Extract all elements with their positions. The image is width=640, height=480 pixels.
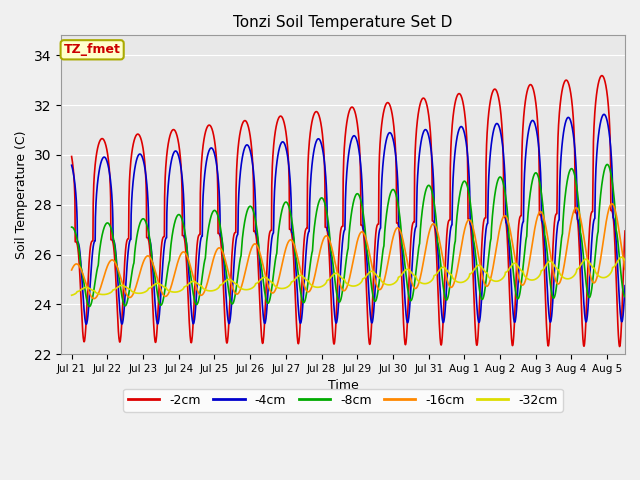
-2cm: [96, 138, 104, 144]
Line: -16cm: -16cm: [72, 204, 625, 299]
-2cm: [598, 73, 606, 79]
-4cm: [337, 261, 345, 266]
-32cm: [621, 258, 629, 264]
-16cm: [90, 296, 98, 301]
-16cm: [337, 284, 345, 290]
Line: -8cm: -8cm: [72, 165, 625, 306]
-4cm: [621, 283, 629, 288]
-8cm: [621, 294, 629, 300]
-8cm: [504, 211, 511, 217]
-16cm: [96, 286, 104, 292]
-32cm: [618, 254, 625, 260]
-8cm: [86, 303, 93, 309]
-16cm: [605, 205, 613, 211]
-16cm: [621, 266, 629, 272]
-32cm: [337, 274, 344, 280]
Y-axis label: Soil Temperature (C): Soil Temperature (C): [15, 131, 28, 259]
-2cm: [337, 228, 344, 233]
-8cm: [96, 244, 104, 250]
-2cm: [322, 225, 330, 230]
-2cm: [504, 237, 511, 242]
-16cm: [68, 267, 76, 273]
-32cm: [68, 292, 76, 298]
Title: Tonzi Soil Temperature Set D: Tonzi Soil Temperature Set D: [233, 15, 452, 30]
-4cm: [605, 132, 613, 138]
-16cm: [504, 217, 511, 223]
-2cm: [605, 111, 612, 117]
-8cm: [605, 164, 613, 170]
-2cm: [68, 154, 76, 159]
-4cm: [68, 162, 76, 168]
-8cm: [604, 162, 611, 168]
-8cm: [337, 296, 345, 302]
X-axis label: Time: Time: [328, 379, 358, 393]
-4cm: [600, 111, 608, 117]
-8cm: [605, 165, 613, 171]
Legend: -2cm, -4cm, -8cm, -16cm, -32cm: -2cm, -4cm, -8cm, -16cm, -32cm: [123, 389, 563, 412]
-4cm: [605, 131, 613, 136]
-4cm: [504, 226, 511, 231]
-32cm: [96, 291, 104, 297]
Line: -32cm: -32cm: [72, 257, 625, 295]
-8cm: [68, 224, 76, 230]
-4cm: [96, 163, 104, 169]
-2cm: [616, 344, 623, 349]
Line: -2cm: -2cm: [72, 76, 625, 347]
-4cm: [83, 321, 90, 327]
Text: TZ_fmet: TZ_fmet: [64, 43, 120, 56]
-2cm: [621, 228, 629, 234]
Line: -4cm: -4cm: [72, 114, 625, 324]
-16cm: [608, 201, 616, 206]
-16cm: [605, 206, 612, 212]
-32cm: [504, 268, 511, 274]
-4cm: [323, 183, 330, 189]
-32cm: [605, 272, 612, 278]
-32cm: [322, 280, 330, 286]
-2cm: [605, 115, 613, 121]
-8cm: [323, 207, 330, 213]
-16cm: [323, 233, 330, 239]
-32cm: [605, 273, 612, 278]
